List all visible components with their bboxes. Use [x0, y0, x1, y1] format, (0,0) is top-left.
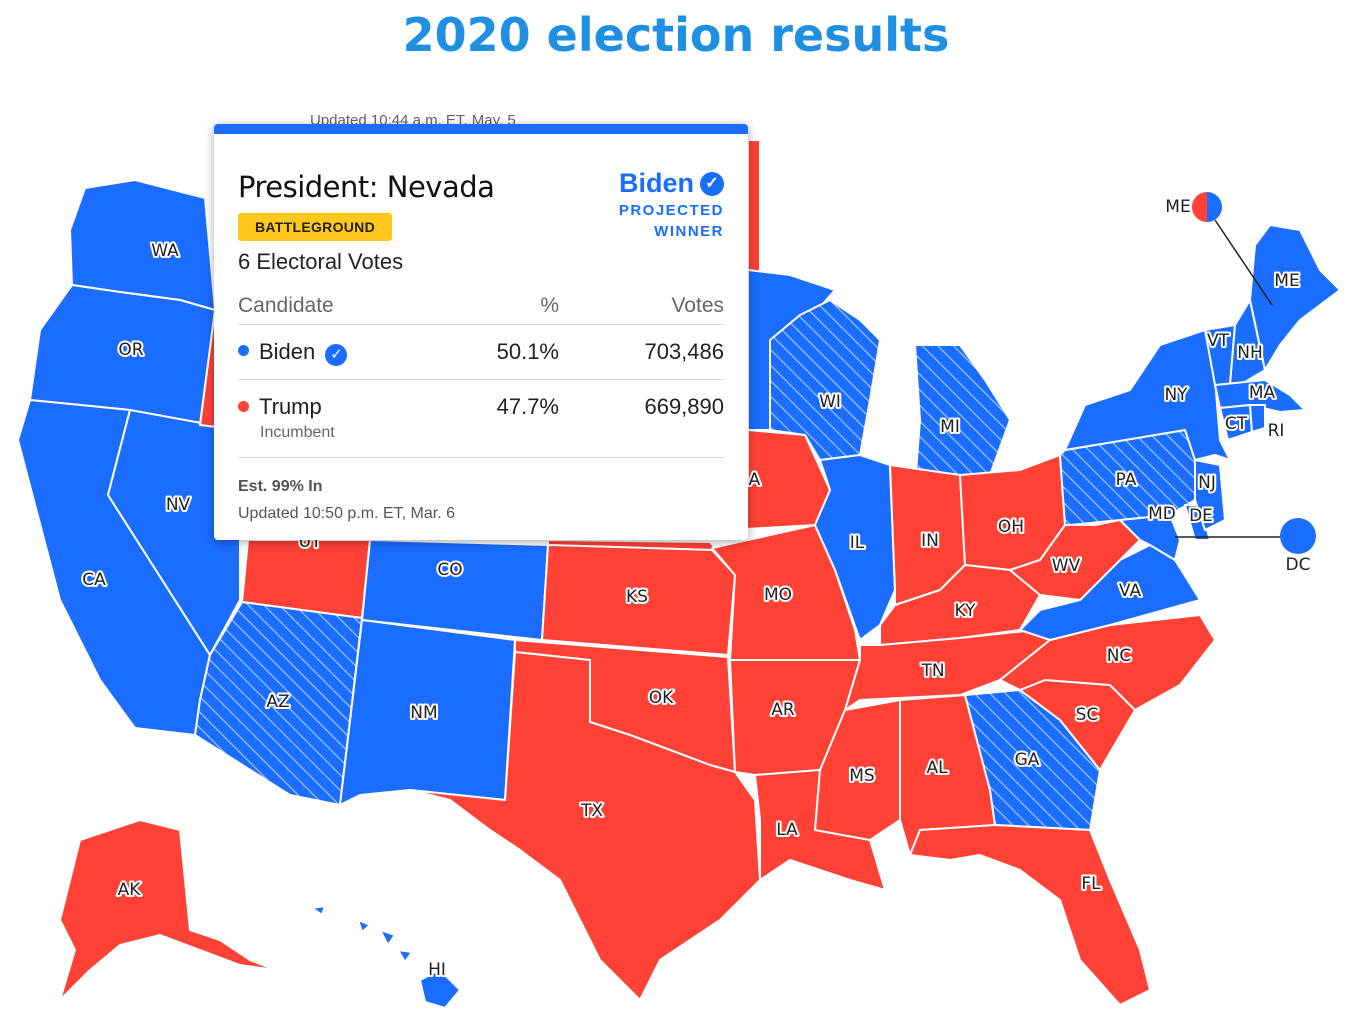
candidate-votes: 703,486: [644, 339, 724, 364]
state-label-de: DE: [1189, 506, 1213, 526]
state-label-wv: WV: [1052, 556, 1081, 576]
state-label-sc: SC: [1076, 705, 1099, 725]
state-KS[interactable]: [541, 544, 736, 656]
callout-label-dc: DC: [1286, 555, 1311, 575]
state-label-mo: MO: [764, 585, 792, 605]
projected-winner: Biden ✓ PROJECTED WINNER: [619, 168, 724, 241]
callout-label-me: ME: [1165, 197, 1190, 217]
state-label-ma: MA: [1249, 383, 1276, 403]
state-FL[interactable]: [909, 824, 1151, 1006]
state-label-ny: NY: [1164, 385, 1188, 405]
state-label-az: AZ: [266, 692, 289, 712]
state-label-ms: MS: [849, 766, 874, 786]
state-TX[interactable]: [409, 651, 761, 1001]
state-label-il: IL: [850, 533, 865, 553]
state-label-or: OR: [118, 340, 143, 360]
state-label-nm: NM: [410, 703, 437, 723]
state-label-ct: CT: [1225, 414, 1248, 434]
rep-dot-icon: [238, 400, 249, 412]
results-table: Candidate % Votes Biden ✓ 50.1% 703,486 …: [238, 294, 724, 458]
projected-label: PROJECTED: [618, 202, 724, 219]
state-ME[interactable]: [1249, 224, 1341, 371]
candidate-row: Biden ✓ 50.1% 703,486: [238, 325, 724, 380]
state-label-nh: NH: [1237, 343, 1263, 363]
est-reporting: Est. 99% In: [238, 478, 323, 495]
state-label-me: ME: [1274, 271, 1299, 291]
state-label-md: MD: [1148, 504, 1176, 524]
state-IL[interactable]: [814, 454, 896, 641]
state-label-ks: KS: [626, 587, 648, 607]
state-WI[interactable]: [769, 299, 881, 461]
tooltip-title: President: Nevada: [238, 170, 495, 204]
header-candidate: Candidate: [238, 294, 334, 317]
header-votes: Votes: [671, 294, 724, 317]
state-label-ky: KY: [955, 601, 977, 621]
tooltip-updated: Updated 10:50 p.m. ET, Mar. 6: [238, 505, 456, 522]
state-label-fl: FL: [1081, 874, 1101, 894]
check-icon: ✓: [325, 343, 348, 366]
state-label-la: LA: [776, 820, 798, 840]
state-label-ak: AK: [118, 880, 142, 900]
candidate-row: Trump Incumbent 47.7% 669,890: [238, 380, 724, 458]
state-label-in: IN: [921, 531, 939, 551]
state-DE[interactable]: [1184, 504, 1211, 541]
callout-lines: [1175, 219, 1280, 538]
candidate-votes: 669,890: [644, 394, 724, 419]
dem-dot-icon: [238, 345, 249, 357]
results-header: Candidate % Votes: [238, 294, 724, 325]
state-HI[interactable]: [311, 905, 461, 1009]
state-label-ar: AR: [771, 700, 795, 720]
electoral-votes: 6 Electoral Votes: [238, 249, 404, 274]
page-title: 2020 election results: [402, 8, 950, 62]
state-label-ca: CA: [82, 570, 106, 590]
state-label-ga: GA: [1015, 750, 1040, 770]
state-NJ[interactable]: [1194, 459, 1226, 531]
check-icon: ✓: [700, 171, 724, 196]
state-label-wi: WI: [819, 392, 841, 412]
state-label-tx: TX: [580, 801, 603, 821]
state-label-al: AL: [926, 758, 948, 778]
candidate-name: Biden: [259, 338, 316, 364]
state-label-co: CO: [437, 560, 462, 580]
state-label-ok: OK: [649, 688, 674, 708]
state-label-nj: NJ: [1198, 473, 1216, 493]
state-label-nv: NV: [166, 495, 191, 515]
state-label-nc: NC: [1107, 646, 1132, 666]
state-RI[interactable]: [1249, 404, 1266, 433]
state-label-wa: WA: [151, 241, 179, 261]
state-label-mi: MI: [940, 417, 960, 437]
winner-name: Biden: [618, 168, 694, 198]
state-label-ri: RI: [1268, 421, 1285, 441]
battleground-badge: BATTLEGROUND: [238, 213, 392, 241]
state-label-hi: HI: [428, 960, 446, 980]
candidate-pct: 47.7%: [496, 394, 559, 419]
state-label-va: VA: [1119, 581, 1142, 601]
state-AK[interactable]: [59, 819, 276, 1001]
state-NH[interactable]: [1229, 299, 1266, 386]
dc-marker[interactable]: [1280, 518, 1316, 554]
candidate-pct: 50.1%: [496, 339, 559, 364]
maine-split-marker[interactable]: [1192, 192, 1222, 222]
header-pct: %: [540, 294, 559, 317]
state-MI[interactable]: [914, 344, 1011, 486]
state-tooltip: President: Nevada BATTLEGROUND 6 Elector…: [214, 124, 748, 540]
state-WV[interactable]: [1009, 519, 1141, 601]
winner-label: WINNER: [654, 223, 724, 240]
state-label-pa: PA: [1116, 470, 1137, 490]
candidate-name: Trump: [259, 394, 322, 419]
state-MD[interactable]: [1119, 514, 1181, 561]
state-NY[interactable]: [1064, 329, 1231, 461]
candidate-note: Incumbent: [260, 424, 335, 441]
state-label-tn: TN: [920, 661, 944, 681]
state-label-oh: OH: [998, 517, 1024, 537]
state-label-vt: VT: [1207, 331, 1230, 351]
